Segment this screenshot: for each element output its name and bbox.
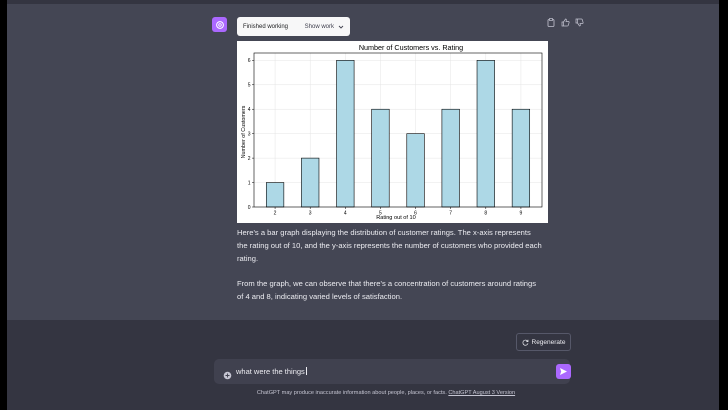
y-axis-label: Number of Customers bbox=[241, 105, 247, 158]
y-tick-label: 3 bbox=[248, 131, 251, 137]
chart-svg: Number of Customers vs. Rating Number of… bbox=[241, 43, 543, 221]
message-actions bbox=[546, 17, 584, 27]
chevron-down-icon bbox=[338, 25, 344, 29]
grid-layer bbox=[254, 53, 542, 208]
x-tick-label: 5 bbox=[379, 211, 382, 217]
bar bbox=[336, 60, 355, 208]
show-work-button[interactable]: Show work bbox=[305, 24, 344, 30]
bar bbox=[406, 133, 425, 208]
x-tick-label: 8 bbox=[484, 211, 487, 217]
assistant-avatar bbox=[212, 17, 227, 32]
text-caret bbox=[305, 367, 307, 375]
thumbs-down-button[interactable] bbox=[574, 17, 584, 27]
refresh-icon bbox=[522, 339, 528, 346]
x-tick-label: 9 bbox=[520, 211, 523, 217]
thumbs-up-button[interactable] bbox=[560, 17, 570, 27]
footer-text: ChatGPT may produce inaccurate informati… bbox=[256, 390, 447, 396]
tick-layer: 0 1 2 3 4 5 6 2 3 4 5 6 7 8 9 bbox=[248, 58, 523, 216]
response-paragraph-2: From the graph, we can observe that ther… bbox=[237, 279, 537, 301]
x-tick-label: 2 bbox=[274, 211, 277, 217]
clipboard-icon bbox=[547, 17, 555, 27]
bar bbox=[301, 157, 320, 208]
y-tick-label: 6 bbox=[248, 58, 251, 64]
version-link[interactable]: ChatGPT August 3 Version bbox=[448, 390, 516, 396]
bar-chart: Number of Customers vs. Rating Number of… bbox=[237, 41, 548, 223]
x-tick-label: 4 bbox=[344, 211, 347, 217]
send-button[interactable] bbox=[556, 364, 571, 379]
top-bar bbox=[7, 0, 719, 4]
bar bbox=[371, 108, 390, 208]
y-tick-label: 1 bbox=[248, 180, 251, 186]
message-input[interactable]: what were the things bbox=[236, 359, 307, 384]
regenerate-label: Regenerate bbox=[531, 338, 566, 346]
bar bbox=[265, 182, 285, 208]
bar bbox=[511, 108, 531, 208]
copy-button[interactable] bbox=[546, 17, 556, 27]
x-axis-label: Rating out of 10 bbox=[376, 215, 416, 221]
chat-window: Finished working Show work N bbox=[7, 0, 719, 410]
attach-button[interactable] bbox=[223, 367, 232, 380]
x-tick-label: 6 bbox=[414, 211, 417, 217]
footer-disclaimer: ChatGPT may produce inaccurate informati… bbox=[7, 390, 719, 396]
y-tick-label: 0 bbox=[248, 205, 251, 211]
x-tick-label: 3 bbox=[309, 211, 312, 217]
plot-frame bbox=[253, 52, 543, 208]
y-tick-label: 2 bbox=[248, 156, 251, 162]
openai-logo-icon bbox=[215, 20, 224, 29]
message-input-box[interactable]: what were the things bbox=[214, 359, 571, 384]
work-status-text: Finished working bbox=[243, 23, 289, 30]
bar-layer bbox=[265, 60, 531, 208]
chart-title: Number of Customers vs. Rating bbox=[359, 43, 463, 52]
send-icon bbox=[560, 368, 567, 375]
message-input-text: what were the things bbox=[236, 367, 305, 376]
x-tick-label: 7 bbox=[449, 211, 452, 217]
bar bbox=[476, 60, 495, 208]
work-status-box: Finished working Show work bbox=[237, 17, 350, 36]
response-paragraph-1: Here's a bar graph displaying the distri… bbox=[237, 228, 542, 263]
y-tick-label: 5 bbox=[248, 83, 251, 89]
thumbs-down-icon bbox=[575, 18, 584, 26]
plus-circle-icon bbox=[223, 371, 232, 380]
show-work-label: Show work bbox=[304, 23, 334, 30]
regenerate-button[interactable]: Regenerate bbox=[516, 333, 571, 351]
bar bbox=[441, 108, 460, 208]
thumbs-up-icon bbox=[561, 18, 570, 26]
y-tick-label: 4 bbox=[248, 107, 251, 113]
